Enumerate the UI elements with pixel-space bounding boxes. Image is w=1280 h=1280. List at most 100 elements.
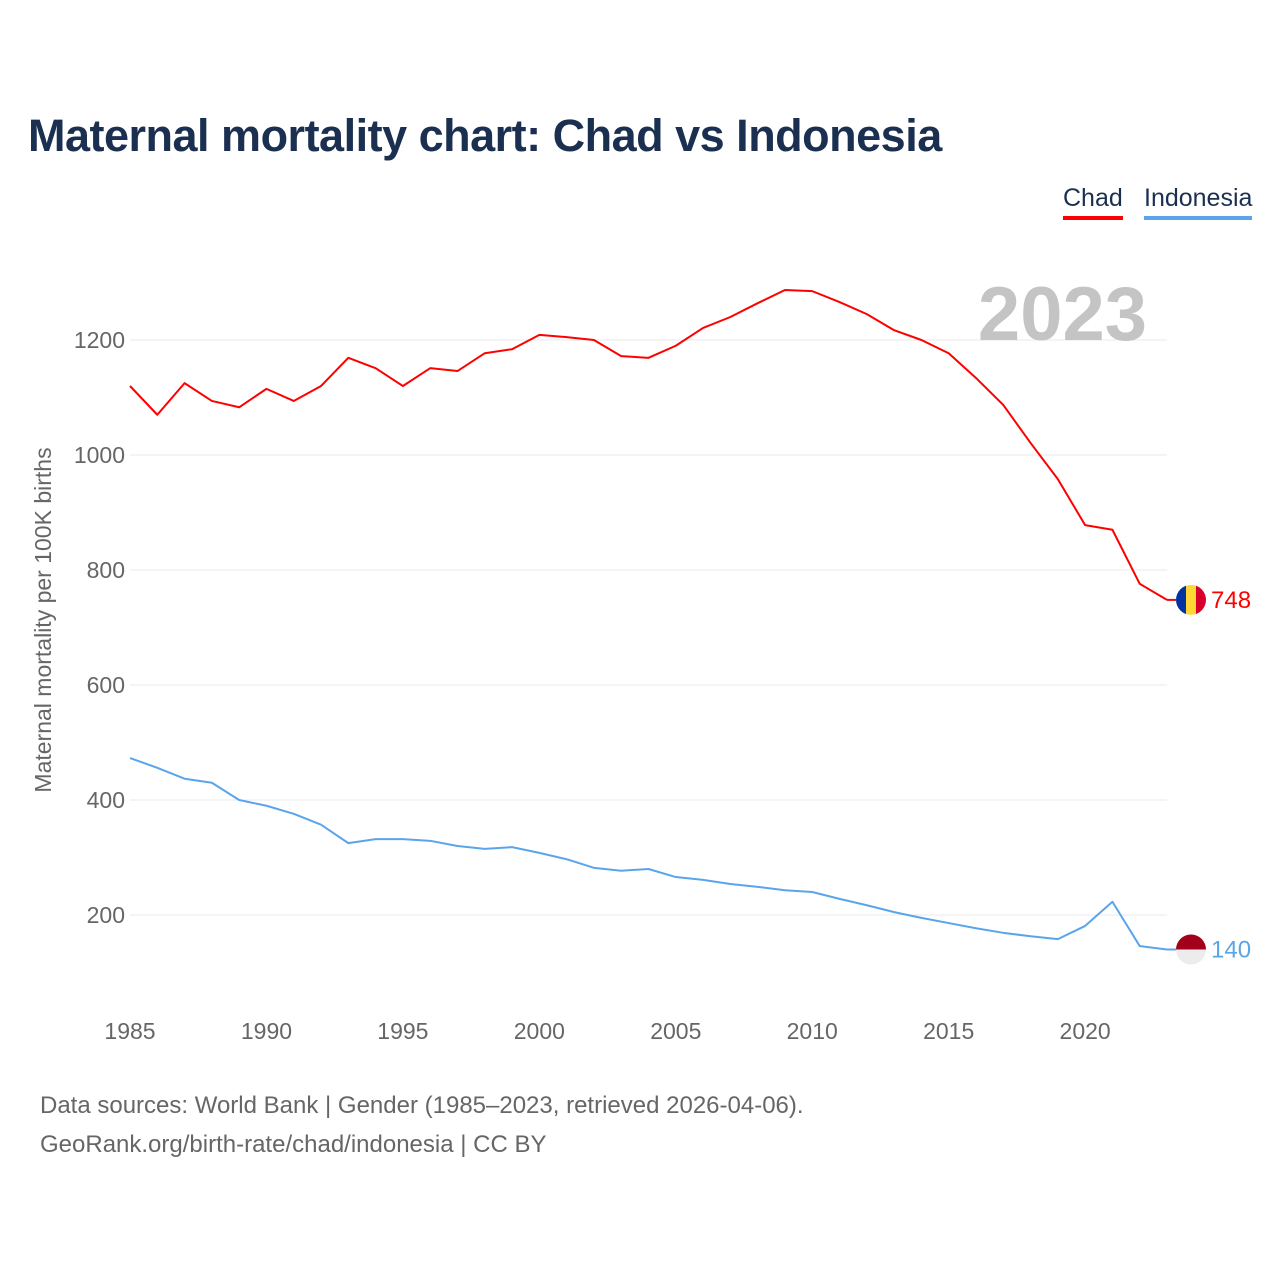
data-point (891, 909, 897, 915)
data-point (127, 383, 133, 389)
data-point (946, 350, 952, 356)
footer: Data sources: World Bank | Gender (1985–… (40, 1086, 804, 1164)
data-point (1055, 476, 1061, 482)
data-point (454, 368, 460, 374)
data-point (755, 884, 761, 890)
data-point (1137, 581, 1143, 587)
data-point (1000, 930, 1006, 936)
data-point (236, 797, 242, 803)
data-point (373, 836, 379, 842)
x-tick-label: 2000 (514, 1018, 565, 1044)
series-line-chad (129, 288, 1168, 601)
data-point (209, 780, 215, 786)
data-point (509, 844, 515, 850)
data-point (318, 383, 324, 389)
indonesia-flag-icon (1176, 934, 1206, 965)
data-point (345, 355, 351, 361)
y-tick-label: 1000 (74, 442, 125, 468)
data-point (400, 383, 406, 389)
data-point (1000, 402, 1006, 408)
data-point (646, 355, 652, 361)
data-point (263, 386, 269, 392)
data-point (1109, 527, 1115, 533)
data-point (536, 332, 542, 338)
data-point (864, 902, 870, 908)
data-point (182, 380, 188, 386)
data-point (482, 846, 488, 852)
data-point (891, 327, 897, 333)
x-tick-label: 2005 (650, 1018, 701, 1044)
data-point (700, 325, 706, 331)
data-point (1164, 597, 1170, 603)
data-point (700, 877, 706, 883)
data-point (837, 299, 843, 305)
data-point (1164, 947, 1170, 953)
chart-title: Maternal mortality chart: Chad vs Indone… (28, 110, 942, 161)
x-tick-label: 2010 (787, 1018, 838, 1044)
data-point (345, 840, 351, 846)
legend-indonesia[interactable]: Indonesia (1144, 184, 1253, 220)
data-point (1028, 933, 1034, 939)
data-point (318, 822, 324, 828)
chad-flag-icon (1176, 584, 1206, 615)
data-point (755, 300, 761, 306)
data-point (154, 765, 160, 771)
series-line-indonesia (129, 757, 1168, 951)
data-point (564, 856, 570, 862)
data-point (373, 365, 379, 371)
x-tick-label: 1985 (104, 1018, 155, 1044)
data-point (673, 874, 679, 880)
data-point (646, 866, 652, 872)
data-point (536, 850, 542, 856)
data-point (837, 896, 843, 902)
data-point (1055, 936, 1061, 942)
data-point (864, 311, 870, 317)
end-value-label: 748 (1211, 587, 1251, 614)
x-tick-label: 2020 (1060, 1018, 1111, 1044)
data-point (236, 404, 242, 410)
data-point (291, 811, 297, 817)
data-point (400, 836, 406, 842)
data-point (564, 334, 570, 340)
x-tick-label: 1995 (377, 1018, 428, 1044)
data-point (809, 288, 815, 294)
data-point (1082, 522, 1088, 528)
data-point (946, 920, 952, 926)
data-point (1109, 899, 1115, 905)
year-watermark: 2023 (978, 272, 1147, 357)
data-point (454, 843, 460, 849)
data-point (154, 412, 160, 418)
data-point (209, 398, 215, 404)
data-point (727, 881, 733, 887)
footer-sources: Data sources: World Bank | Gender (1985–… (40, 1092, 804, 1119)
x-tick-label: 1990 (241, 1018, 292, 1044)
data-point (1137, 943, 1143, 949)
data-point (591, 865, 597, 871)
y-axis-label: Maternal mortality per 100K births (30, 447, 56, 792)
data-point (182, 776, 188, 782)
data-point (973, 925, 979, 931)
footer-credit: GeoRank.org/birth-rate/chad/indonesia | … (40, 1131, 547, 1158)
legend-chad[interactable]: Chad (1063, 184, 1123, 220)
data-point (618, 868, 624, 874)
data-point (918, 915, 924, 921)
data-point (1028, 440, 1034, 446)
y-tick-label: 400 (87, 787, 125, 813)
data-point (727, 314, 733, 320)
y-tick-label: 600 (87, 672, 125, 698)
data-point (263, 803, 269, 809)
y-tick-label: 1200 (74, 327, 125, 353)
data-point (918, 337, 924, 343)
y-tick-label: 200 (87, 902, 125, 928)
data-point (973, 375, 979, 381)
data-point (673, 343, 679, 349)
data-point (427, 838, 433, 844)
data-point (127, 755, 133, 761)
data-point (427, 365, 433, 371)
data-point (782, 887, 788, 893)
end-value-label: 140 (1211, 937, 1251, 964)
y-tick-label: 800 (87, 557, 125, 583)
data-point (482, 350, 488, 356)
data-point (618, 353, 624, 359)
